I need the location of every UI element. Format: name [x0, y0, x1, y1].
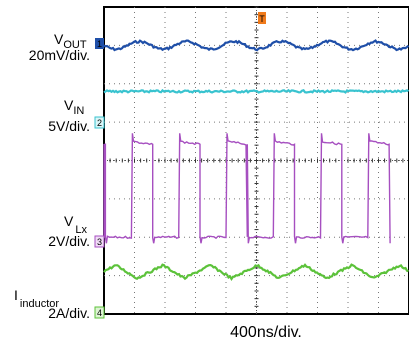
waveform-traces	[103, 39, 409, 281]
vout-label: VOUT 20mV/div.	[29, 31, 90, 63]
vlx-label-main: V	[64, 213, 74, 229]
vin-label-main: V	[64, 97, 74, 113]
vlx-label-sub: Lx	[75, 224, 87, 236]
trigger-marker: T	[258, 12, 266, 24]
vlx-label: VLx 2V/div.	[48, 213, 90, 249]
trace-vout	[103, 39, 409, 52]
x-axis-label: 400ns/div.	[230, 324, 302, 341]
svg-text:Iinductor: Iinductor	[14, 287, 59, 310]
trace-vin	[103, 88, 409, 94]
channel-marker-iinductor-label: 4	[97, 308, 102, 318]
channel-marker-vlx: 3	[94, 235, 105, 248]
vout-label-main: V	[54, 31, 64, 47]
vin-label-sub: IN	[73, 105, 84, 117]
iinductor-scale: 2A/div.	[48, 305, 90, 321]
svg-text:VLx: VLx	[64, 213, 87, 236]
channel-marker-vout: 1	[95, 38, 104, 49]
channel-marker-vout-label: 1	[97, 39, 102, 49]
svg-text:VOUT: VOUT	[54, 31, 87, 51]
channel-marker-vlx-label: 3	[97, 237, 102, 247]
vin-label: VIN 5V/div.	[48, 97, 90, 134]
vin-scale: 5V/div.	[48, 118, 90, 134]
iinductor-label-sub: inductor	[20, 298, 59, 310]
vlx-scale: 2V/div.	[48, 233, 90, 249]
channel-marker-vin-label: 2	[97, 118, 102, 128]
vout-label-sub: OUT	[63, 39, 87, 51]
iinductor-label: Iinductor 2A/div.	[14, 287, 90, 321]
trace-i-inductor	[103, 263, 409, 281]
vout-scale: 20mV/div.	[29, 47, 90, 63]
svg-text:VIN: VIN	[64, 97, 84, 117]
channel-marker-vin: 2	[94, 116, 105, 129]
trigger-marker-label: T	[259, 14, 265, 24]
iinductor-label-main: I	[14, 287, 18, 303]
trace-vlx	[103, 133, 391, 244]
channel-marker-iinductor: 4	[94, 306, 105, 319]
